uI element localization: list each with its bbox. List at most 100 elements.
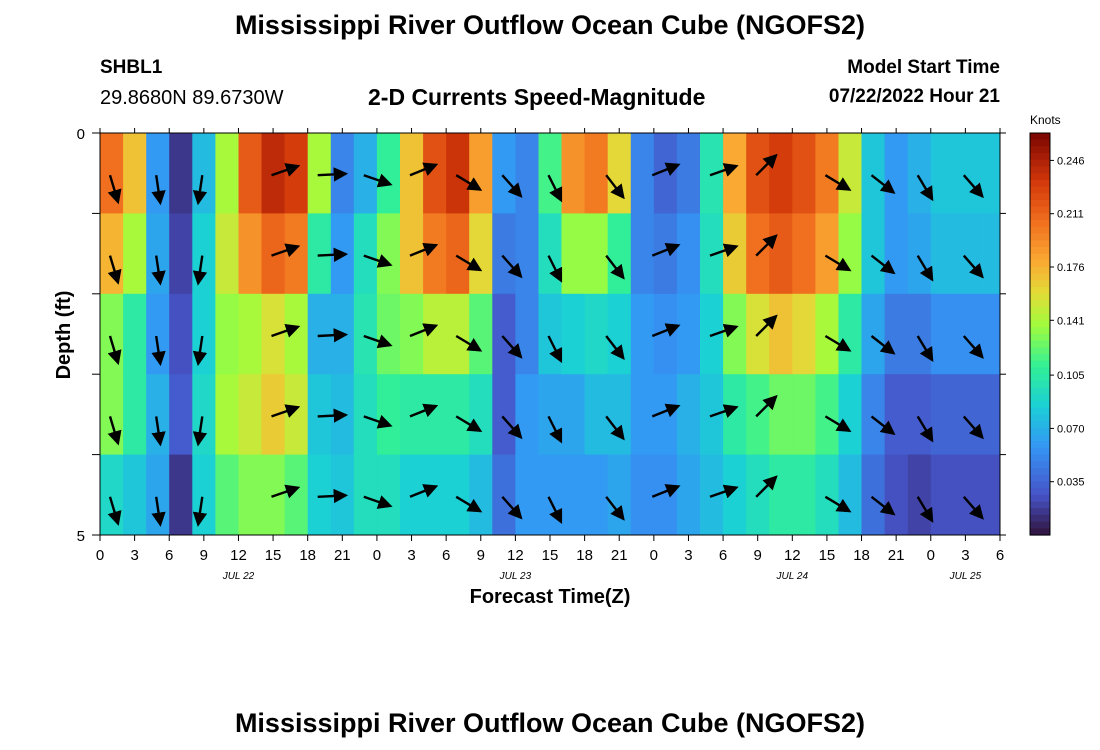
current-arrow xyxy=(317,488,349,504)
heatmap-cell xyxy=(538,293,563,375)
x-tick-label: 0 xyxy=(650,547,658,564)
x-tick-label: 18 xyxy=(853,547,870,564)
colorbar-segment xyxy=(1030,461,1050,469)
current-arrow xyxy=(755,475,778,498)
heatmap-cell xyxy=(515,454,540,535)
current-arrow xyxy=(455,415,483,433)
heatmap-cell xyxy=(792,374,816,456)
heatmap-cell xyxy=(284,133,309,214)
heatmap-cell xyxy=(953,374,978,456)
heatmap-cell xyxy=(169,454,193,535)
heatmap-cell xyxy=(538,454,563,535)
current-arrow xyxy=(271,404,301,418)
colorbar-segment xyxy=(1030,394,1050,402)
heatmap-cell xyxy=(861,213,886,295)
heatmap-cell xyxy=(630,133,655,214)
colorbar-segment xyxy=(1030,514,1050,523)
current-arrow xyxy=(151,496,166,527)
current-arrow xyxy=(962,174,984,199)
chart-title: Mississippi River Outflow Ocean Cube (NG… xyxy=(234,10,866,40)
current-arrow xyxy=(605,496,625,521)
current-arrow xyxy=(755,394,778,418)
colorbar-segment xyxy=(1030,240,1050,248)
x-tick-label: 21 xyxy=(334,547,351,564)
colorbar-segment xyxy=(1030,173,1050,181)
heatmap-cell xyxy=(953,293,978,375)
heatmap-cell xyxy=(792,454,816,535)
heatmap-cell xyxy=(423,454,447,535)
heatmap-cell xyxy=(792,133,816,214)
current-arrow xyxy=(409,323,439,338)
colorbar-segment xyxy=(1030,320,1050,328)
colorbar-segment xyxy=(1030,481,1050,489)
colorbar-segment xyxy=(1030,166,1050,174)
x-tick-label: 21 xyxy=(611,547,628,564)
current-arrow xyxy=(455,174,483,191)
current-arrow xyxy=(547,335,563,364)
heatmap-cell xyxy=(123,293,147,375)
heatmap-cell xyxy=(169,293,193,375)
x-tick-label: 0 xyxy=(96,547,104,564)
heatmap-cell xyxy=(469,454,493,535)
colorbar-segment xyxy=(1030,501,1050,509)
heatmap-cell xyxy=(169,213,193,295)
current-arrow xyxy=(455,254,483,272)
heatmap-cell xyxy=(469,213,493,295)
heatmap-cell xyxy=(515,374,540,456)
current-arrow xyxy=(151,416,166,447)
current-arrow xyxy=(870,495,896,516)
current-vectors xyxy=(107,153,984,527)
colorbar-segment xyxy=(1030,468,1050,476)
current-arrow xyxy=(501,335,523,359)
current-arrow xyxy=(605,254,625,280)
current-arrow xyxy=(916,254,934,282)
y-tick-label: 5 xyxy=(77,528,85,545)
x-tick-label: 12 xyxy=(507,547,524,564)
current-arrow xyxy=(709,404,739,418)
heatmap-cell xyxy=(446,213,470,295)
heatmap-cell xyxy=(238,133,263,214)
current-arrow xyxy=(501,415,523,440)
heatmap-cell xyxy=(976,213,1000,295)
colorbar-segment xyxy=(1030,200,1050,208)
heatmap-cell xyxy=(376,133,401,214)
colorbar-segment xyxy=(1030,226,1050,235)
heatmap-cell xyxy=(884,293,909,375)
heatmap-cell xyxy=(561,374,586,456)
date-label: JUL 22 xyxy=(222,571,255,582)
heatmap-cell xyxy=(607,454,632,535)
heatmap-cell xyxy=(192,133,216,214)
current-arrow xyxy=(151,175,166,206)
heatmap-cell xyxy=(515,213,540,295)
model-start-label: Model Start Time xyxy=(847,57,1000,78)
colorbar-tick-label: 0.105 xyxy=(1057,370,1085,382)
heatmap-cell xyxy=(307,133,332,214)
heatmap-cell xyxy=(607,213,632,295)
current-arrow xyxy=(107,416,122,446)
heatmap-cell xyxy=(146,133,170,214)
current-arrow xyxy=(547,174,563,203)
heatmap-cell xyxy=(930,454,955,535)
colorbar-segment xyxy=(1030,313,1050,322)
current-arrow xyxy=(363,254,393,268)
heatmap-cell xyxy=(976,374,1000,456)
heatmap-cell xyxy=(953,213,978,295)
colorbar-segment xyxy=(1030,327,1050,335)
current-arrow xyxy=(755,234,778,257)
current-arrow xyxy=(709,243,739,258)
heatmap-cell xyxy=(884,133,909,214)
current-arrow xyxy=(192,335,208,367)
current-arrow xyxy=(363,334,393,349)
colorbar-segment xyxy=(1030,273,1050,281)
x-tick-label: 18 xyxy=(299,547,316,564)
colorbar-segment xyxy=(1030,521,1050,529)
current-arrow xyxy=(755,153,778,177)
heatmap-cell xyxy=(769,213,793,295)
colorbar-segment xyxy=(1030,441,1050,449)
current-arrow xyxy=(107,174,122,205)
heatmap-cell xyxy=(838,133,863,214)
current-arrow xyxy=(651,403,681,418)
x-tick-label: 3 xyxy=(684,547,692,564)
x-tick-label: 6 xyxy=(442,547,450,564)
heatmap-cell xyxy=(353,293,378,375)
